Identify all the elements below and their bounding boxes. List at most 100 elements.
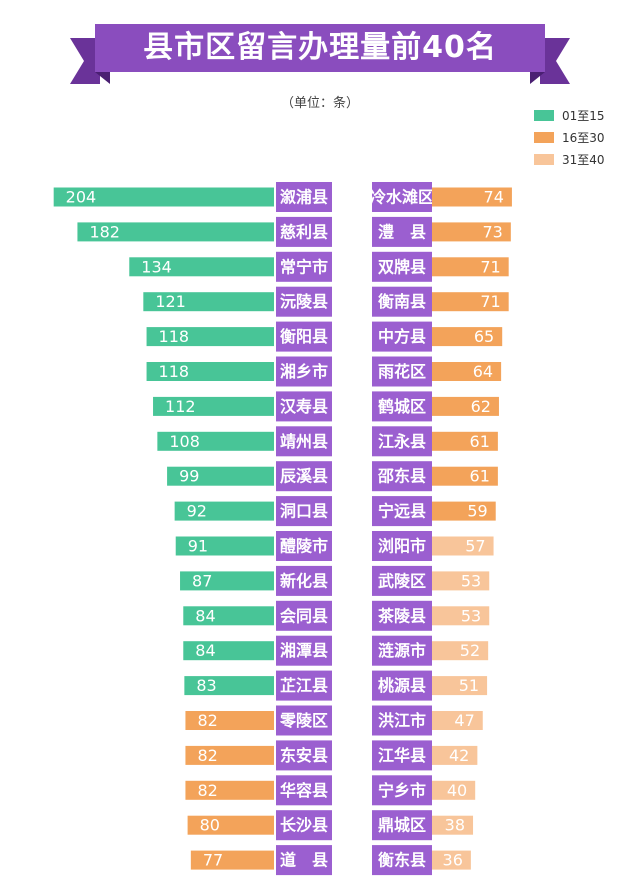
left-bar-value: 91: [188, 537, 208, 556]
right-label-bg: [372, 182, 432, 212]
right-bar: [432, 571, 490, 591]
legend-label: 01至15: [562, 109, 605, 123]
left-label-bg: [276, 356, 332, 387]
banner-left-ribbon: [70, 38, 100, 84]
title-banner: [70, 24, 570, 84]
right-label-bg: [372, 635, 432, 666]
left-county-label: 沅陵县: [280, 292, 328, 311]
left-bar: [185, 711, 274, 730]
right-label-bg: [372, 600, 432, 631]
right-county-label: 宁乡市: [378, 781, 426, 800]
right-bar: [432, 222, 511, 242]
right-bar: [432, 187, 512, 207]
right-bar: [432, 327, 503, 347]
left-bar-value: 92: [187, 502, 207, 521]
right-label-bg: [372, 775, 432, 806]
right-bar-value: 47: [454, 711, 474, 730]
left-label-bg: [276, 426, 332, 457]
right-county-label: 江华县: [378, 746, 426, 765]
banner-body: [95, 24, 545, 72]
legend-swatch: [534, 110, 554, 121]
left-county-label: 东安县: [280, 746, 328, 765]
right-county-label: 中方县: [378, 327, 426, 346]
right-bar-value: 62: [471, 397, 491, 416]
left-bar-value: 87: [192, 571, 212, 590]
right-county-label: 邵东县: [377, 467, 426, 486]
right-label-bg: [372, 740, 432, 771]
legend-swatch: [534, 154, 554, 165]
right-bar-value: 51: [459, 676, 479, 695]
right-bar: [432, 292, 509, 312]
right-county-label: 双牌县: [378, 257, 426, 276]
right-label-bg: [372, 845, 432, 876]
right-county-label: 桃源县: [378, 676, 426, 695]
right-bar: [432, 257, 509, 277]
right-county-label: 宁远县: [378, 502, 426, 521]
left-county-label: 华容县: [280, 781, 328, 800]
left-bar: [146, 327, 274, 347]
right-bar-value: 53: [461, 606, 481, 625]
right-bar: [432, 362, 502, 381]
left-bar-value: 99: [179, 467, 199, 486]
left-bar-value: 82: [197, 711, 217, 730]
right-bar-value: 71: [480, 257, 500, 276]
right-bar: [432, 641, 489, 661]
right-bar-value: 65: [474, 327, 494, 346]
right-bar: [432, 501, 496, 521]
left-bar-value: 83: [196, 676, 216, 695]
right-county-label: 衡南县: [378, 292, 426, 311]
left-bar: [187, 815, 274, 835]
left-bar-value: 112: [165, 397, 196, 416]
left-bar-value: 118: [159, 327, 190, 346]
left-label-bg: [276, 565, 332, 596]
left-bar-value: 84: [195, 641, 215, 660]
right-label-bg: [372, 531, 432, 561]
right-county-label: 江永县: [378, 432, 426, 451]
left-bar: [146, 362, 274, 381]
right-label-bg: [372, 251, 432, 282]
banner-left-fold: [95, 72, 110, 84]
left-bar: [153, 396, 274, 416]
left-bar: [157, 431, 274, 451]
right-label-bg: [372, 426, 432, 457]
left-label-bg: [276, 635, 332, 666]
right-label-bg: [372, 391, 432, 422]
right-label-bg: [372, 356, 432, 387]
left-county-label: 常宁市: [280, 257, 328, 276]
right-bar-value: 53: [461, 571, 481, 590]
right-bar-value: 73: [482, 222, 502, 241]
left-bar: [167, 466, 274, 486]
left-bar-value: 118: [159, 362, 190, 381]
right-label-bg: [372, 496, 432, 527]
left-bar: [183, 641, 274, 661]
right-county-label: 雨花区: [378, 362, 426, 381]
left-bar-value: 80: [200, 816, 220, 835]
right-bar: [432, 431, 498, 451]
left-bar-value: 77: [203, 851, 223, 870]
right-bar: [432, 850, 471, 870]
left-county-label: 零陵区: [279, 711, 328, 730]
left-bar-value: 82: [197, 781, 217, 800]
right-label-bg: [372, 461, 432, 492]
right-label-bg: [372, 705, 432, 736]
right-county-label: 冷水滩区: [370, 188, 434, 207]
right-label-bg: [372, 810, 432, 841]
left-county-label: 靖州县: [280, 432, 328, 451]
right-bar: [432, 606, 490, 626]
left-bar: [184, 676, 274, 696]
left-bar-value: 82: [197, 746, 217, 765]
banner-right-ribbon: [540, 38, 570, 84]
right-county-label: 涟源市: [378, 641, 426, 660]
unit-note: （单位：条）: [280, 96, 359, 111]
right-county-label: 武陵区: [378, 571, 426, 590]
left-bar: [175, 536, 274, 556]
right-label-bg: [372, 321, 432, 352]
right-county-label: 澧 县: [378, 222, 426, 241]
left-label-bg: [276, 251, 332, 282]
right-bar-value: 57: [465, 537, 485, 556]
right-bar: [432, 745, 478, 765]
left-bar-value: 84: [195, 606, 215, 625]
legend-label: 16至30: [562, 131, 605, 145]
right-bar-value: 40: [447, 781, 467, 800]
